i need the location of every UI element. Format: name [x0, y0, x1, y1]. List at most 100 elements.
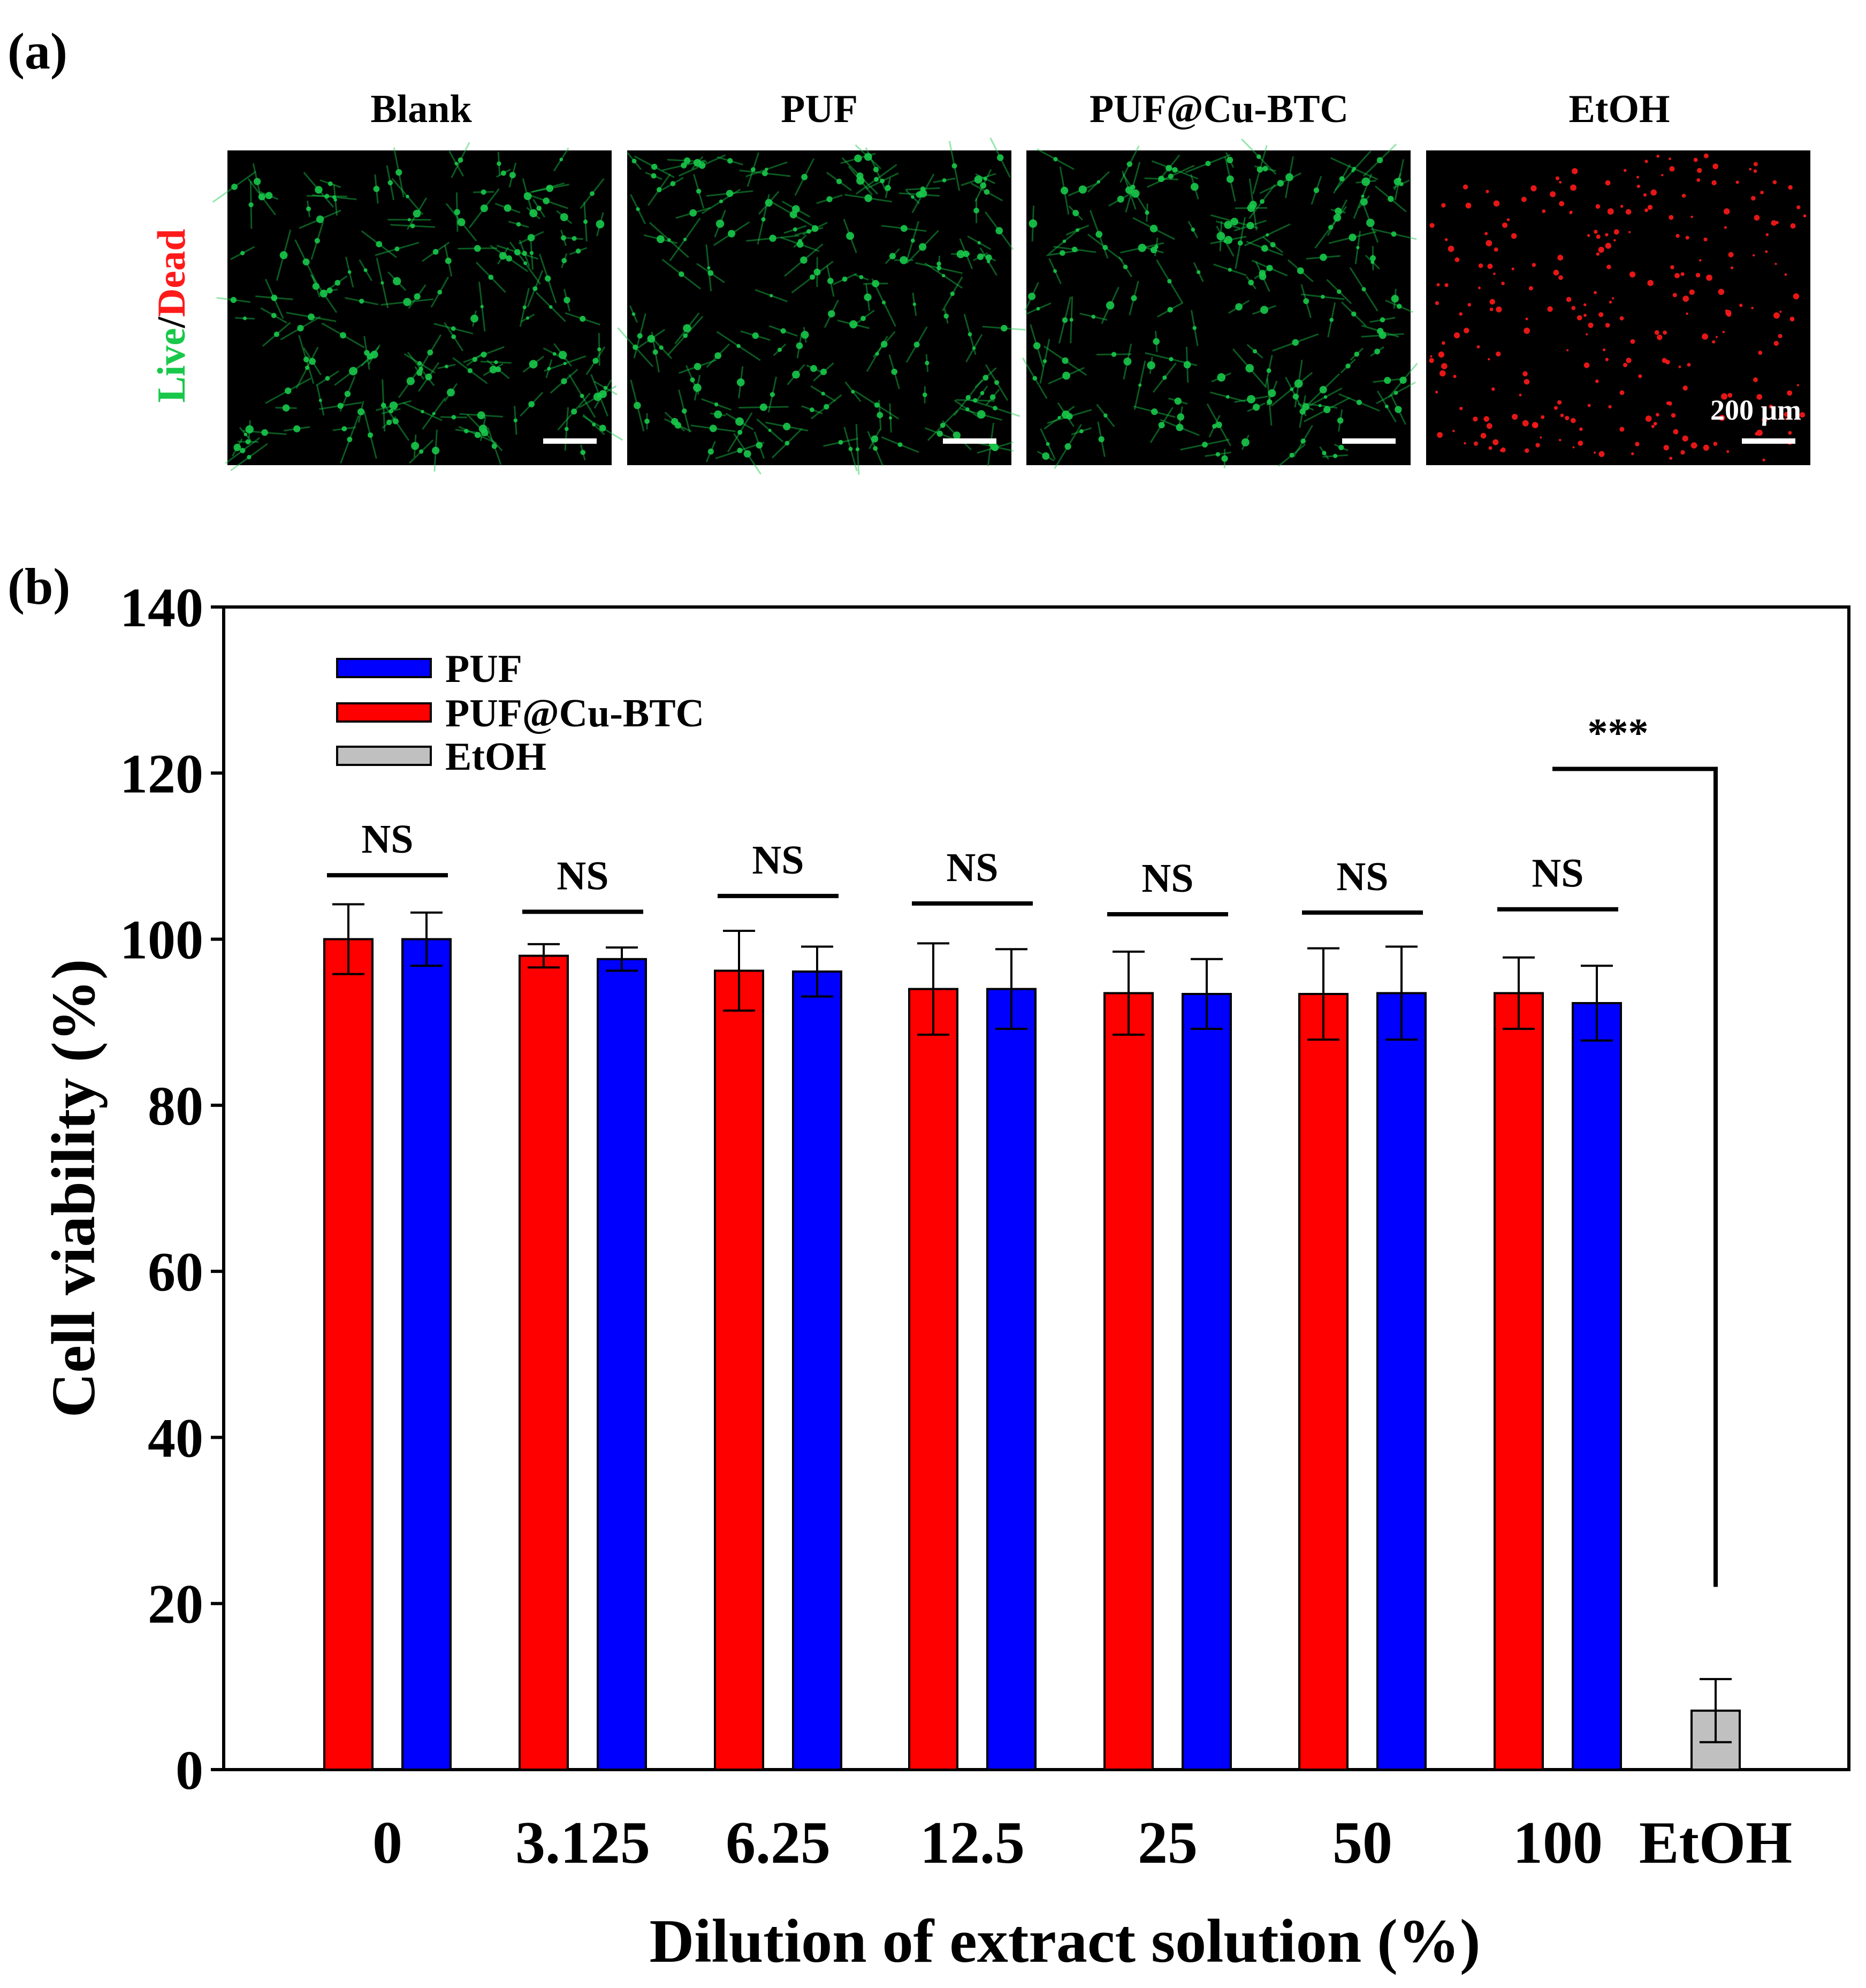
x-tick-label-etoh: EtOH [1639, 1810, 1792, 1876]
live-cell [477, 411, 485, 420]
live-cell [993, 406, 997, 411]
live-cell [1131, 189, 1140, 198]
dead-cell [1521, 196, 1527, 202]
live-cell [1345, 363, 1351, 369]
live-cell [432, 412, 436, 415]
live-cell [1241, 438, 1250, 447]
dead-cell [1444, 283, 1449, 287]
dead-cell [1559, 180, 1562, 184]
live-cell [1123, 264, 1128, 270]
live-cell [1302, 403, 1309, 411]
dead-cell [1647, 279, 1654, 286]
live-cell [304, 365, 310, 370]
live-cell [1029, 219, 1038, 228]
live-cell [698, 162, 706, 169]
dead-cell [1675, 233, 1680, 238]
live-cell [1228, 268, 1232, 272]
dead-cell [1487, 263, 1493, 269]
live-cell [1062, 357, 1069, 364]
live-cell [683, 238, 687, 241]
live-cell [838, 439, 843, 445]
live-cell [421, 409, 424, 414]
live-cell [1361, 177, 1370, 186]
live-cell [1060, 250, 1065, 256]
live-cell [656, 187, 662, 193]
live-cell [667, 238, 671, 242]
x-tick-label-3-125: 3.125 [515, 1810, 650, 1876]
live-cell [683, 324, 691, 333]
live-cell [1266, 233, 1269, 237]
dead-cell [1671, 413, 1676, 418]
live-cell [410, 223, 415, 229]
live-cell [494, 360, 498, 365]
live-cell [796, 342, 803, 350]
live-cell [1356, 399, 1362, 405]
live-cell [583, 219, 588, 224]
live-cell [780, 328, 786, 334]
live-cell [302, 258, 310, 265]
live-cell [920, 186, 926, 192]
live-cell [942, 178, 947, 183]
live-cell [743, 450, 751, 458]
live-cell [1370, 260, 1375, 264]
live-cell [1167, 307, 1173, 313]
live-cell [1354, 351, 1360, 357]
live-cell [765, 199, 773, 207]
live-cell [245, 439, 251, 445]
dead-cell [1625, 209, 1632, 215]
dead-cell [1712, 163, 1719, 170]
live-cell [980, 182, 987, 189]
live-cell [873, 166, 879, 172]
live-cell [359, 298, 364, 304]
live-cell [811, 225, 819, 232]
micrograph-background [227, 150, 612, 465]
live-cell [709, 424, 717, 432]
live-cell [363, 268, 368, 272]
live-cell [1393, 391, 1398, 395]
scale-bar-label: 200 μm [1710, 394, 1801, 426]
dead-cell [1762, 458, 1765, 462]
live-cell [529, 251, 534, 255]
live-cell [956, 250, 965, 259]
live-cell [647, 335, 656, 343]
dead-cell [1493, 272, 1496, 275]
live-cell [1374, 348, 1381, 355]
live-cell [373, 186, 380, 192]
live-cell [707, 270, 714, 276]
live-cell [1337, 289, 1342, 294]
live-cell [810, 365, 817, 372]
live-cell [1096, 180, 1101, 184]
live-cell [874, 402, 880, 408]
live-cell [559, 157, 563, 162]
dead-cell [1749, 168, 1752, 171]
live-cell [1322, 451, 1327, 456]
dead-cell [1638, 374, 1642, 378]
dead-cell [1596, 234, 1601, 239]
live-cell [1260, 306, 1269, 314]
dead-cell [1796, 205, 1801, 209]
dead-cell [1623, 362, 1628, 367]
live-cell [523, 261, 528, 265]
live-cell [1391, 231, 1397, 237]
live-cell [727, 158, 733, 164]
live-cell [597, 393, 602, 398]
scale-bar [1742, 438, 1795, 444]
live-cell [282, 404, 290, 412]
dead-cell [1541, 415, 1545, 419]
live-cell [1328, 224, 1334, 230]
live-cell [437, 290, 443, 295]
live-cell [529, 209, 538, 217]
live-cell [552, 352, 557, 356]
live-cell [529, 360, 538, 369]
dead-cell [1598, 312, 1604, 317]
column-title-puf: PUF [781, 87, 858, 131]
dead-cell [1492, 439, 1499, 445]
bar-puf-cu-btc-0 [323, 938, 374, 1771]
live-cell [880, 178, 885, 184]
panel-b-label: (b) [7, 558, 70, 615]
live-cell [444, 365, 448, 369]
dead-cell [1569, 211, 1572, 215]
live-cell [769, 234, 776, 242]
y-tick-label: 100 [120, 909, 203, 971]
live-cell [1138, 383, 1142, 387]
